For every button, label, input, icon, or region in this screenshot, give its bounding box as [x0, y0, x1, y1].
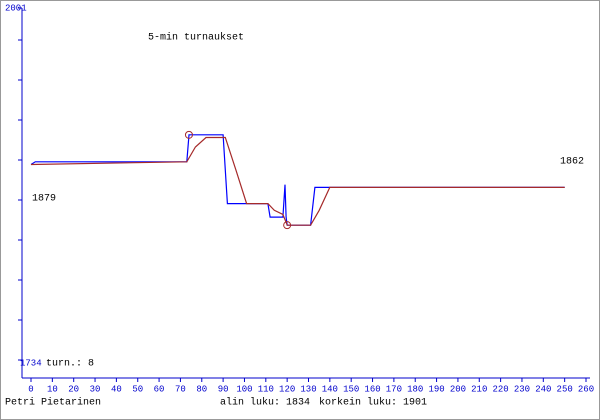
start-label: 1879 [32, 194, 56, 205]
x-tick-label: 0 [28, 384, 33, 394]
x-tick-label: 140 [322, 384, 338, 394]
x-tick-label: 50 [132, 384, 143, 394]
x-tick-label: 80 [196, 384, 207, 394]
extreme-marker [283, 221, 292, 230]
x-tick-label: 100 [236, 384, 252, 394]
x-tick-label: 130 [300, 384, 316, 394]
y-tick-label: 1734 [20, 358, 42, 368]
x-tick-label: 120 [279, 384, 295, 394]
x-tick-label: 30 [90, 384, 101, 394]
x-tick-label: 220 [493, 384, 509, 394]
x-tick-label: 160 [364, 384, 380, 394]
high-label: korkein luku: 1901 [319, 397, 427, 409]
x-tick-label: 230 [514, 384, 530, 394]
x-tick-label: 110 [258, 384, 274, 394]
x-tick-label: 90 [218, 384, 229, 394]
x-tick-label: 60 [154, 384, 165, 394]
x-tick-label: 190 [428, 384, 444, 394]
x-tick-label: 10 [47, 384, 58, 394]
extreme-marker [184, 130, 193, 139]
x-tick-label: 260 [578, 384, 594, 394]
chart-title: 5-min turnaukset [148, 32, 244, 44]
x-tick-label: 20 [68, 384, 79, 394]
x-tick-label: 40 [111, 384, 122, 394]
x-tick-label: 200 [450, 384, 466, 394]
x-tick-label: 210 [471, 384, 487, 394]
games-label: turn.: 8 [46, 359, 94, 370]
x-tick-label: 150 [343, 384, 359, 394]
end-label: 1862 [560, 157, 584, 168]
low-label: alin luku: 1834 [220, 397, 310, 409]
x-tick-label: 250 [557, 384, 573, 394]
x-tick-label: 170 [386, 384, 402, 394]
y-tick-label: 2001 [5, 3, 27, 13]
x-tick-label: 70 [175, 384, 186, 394]
series-line [30, 136, 565, 226]
x-tick-label: 180 [407, 384, 423, 394]
x-tick-label: 240 [535, 384, 551, 394]
y-minor-ticks [18, 39, 22, 321]
author: Petri Pietarinen [5, 397, 101, 409]
